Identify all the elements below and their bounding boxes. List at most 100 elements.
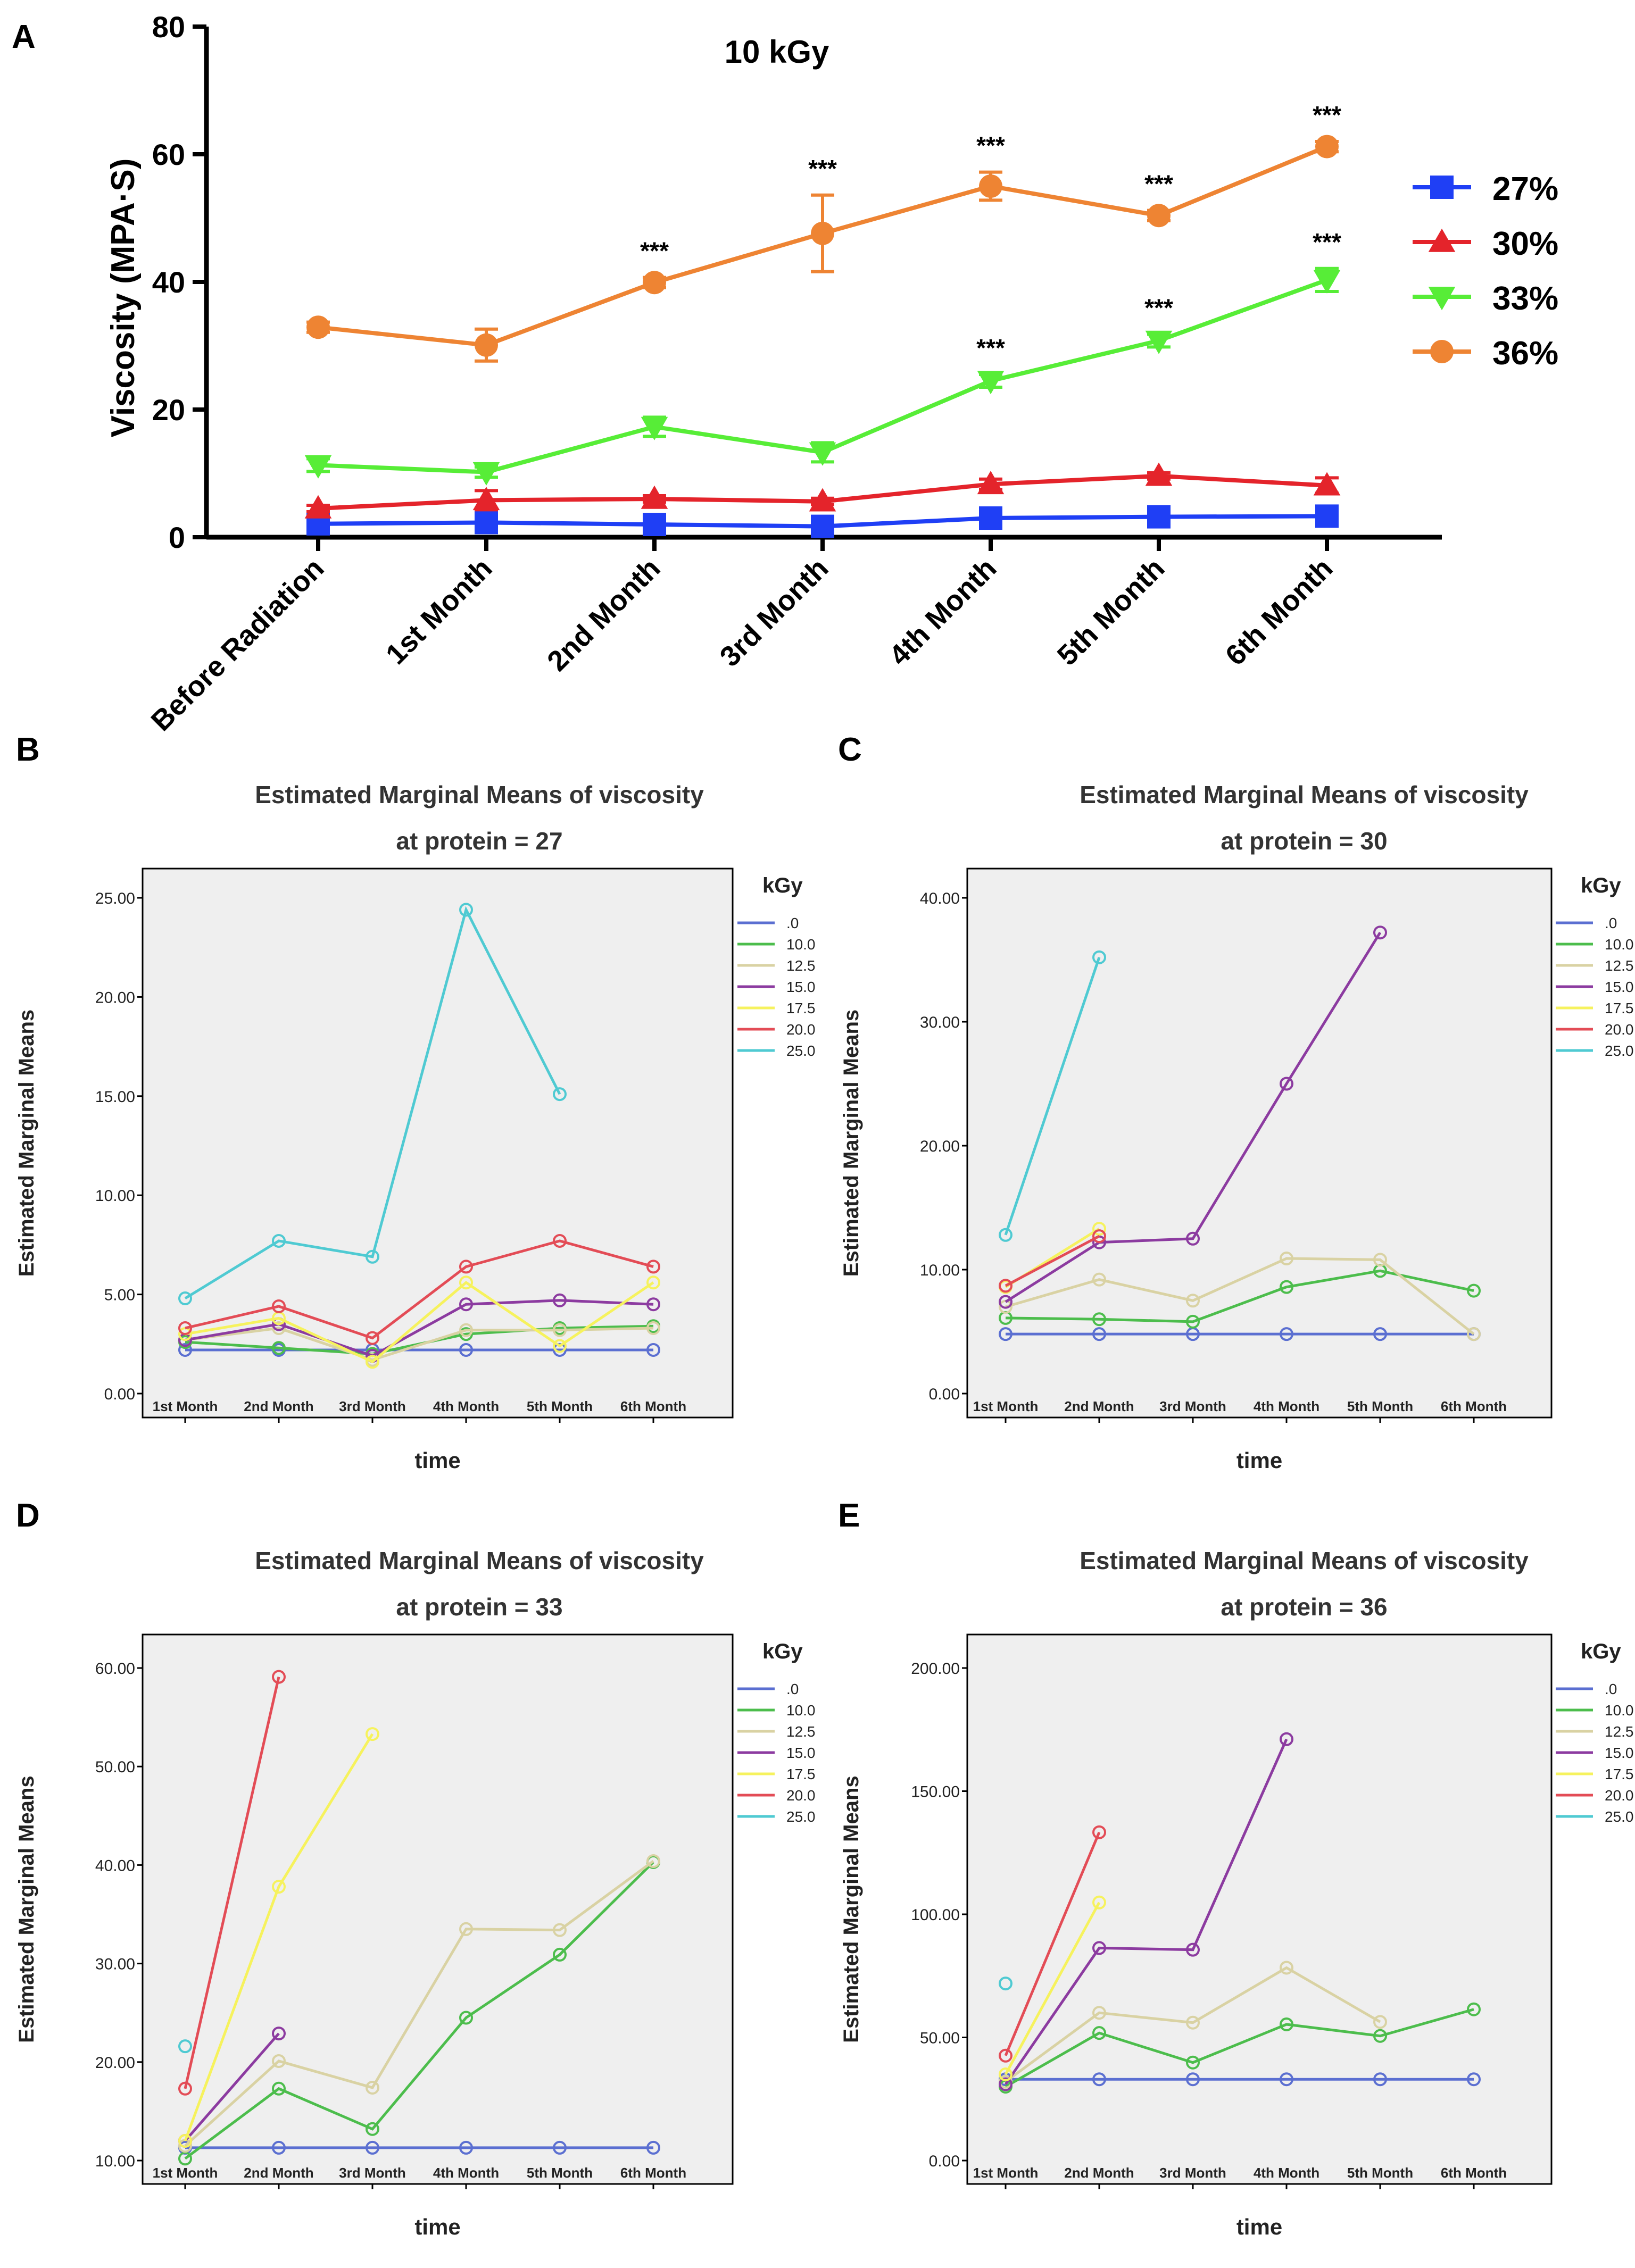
y-tick-label: 0.00 (929, 2153, 960, 2170)
series-kgy-17_5 (999, 1895, 1106, 2081)
series-line (184, 906, 561, 1300)
series-line (1005, 1966, 1381, 2083)
data-point (272, 1299, 286, 1313)
series-kgy-25_0 (178, 2039, 192, 2054)
plot-area (966, 868, 1553, 1419)
series-line (1004, 957, 1101, 1236)
data-point (272, 2027, 286, 2041)
data-point (1092, 1941, 1106, 1955)
x-tick-label: 3rd Month (339, 1398, 406, 1414)
data-point (1280, 1077, 1293, 1091)
legend: kGy .0 10.0 12.5 15.0 17.5 20.0 25.0 (1556, 874, 1634, 1059)
legend-label: 20.0 (786, 1787, 816, 1804)
legend-label: 17.5 (786, 1766, 816, 1782)
data-point (1467, 1327, 1481, 1341)
y-tick-label: 60 (152, 138, 185, 171)
significance-marker: *** (976, 132, 1005, 160)
data-point (979, 506, 1002, 530)
y-tick-label: 50.00 (95, 1758, 135, 1776)
series-line (1004, 1738, 1288, 2085)
series-kgy-12_5 (178, 1854, 660, 2153)
series-line (184, 1733, 374, 2141)
y-tick-label: 10.00 (95, 1187, 135, 1205)
data-point (178, 2081, 192, 2096)
legend-label: 10.0 (786, 936, 816, 953)
x-tick-label: 6th Month (620, 2165, 686, 2181)
data-point (1315, 504, 1339, 528)
data-point (366, 2140, 379, 2155)
data-point (643, 513, 666, 536)
x-tick-label: 4th Month (1254, 1398, 1319, 1414)
data-point (646, 1343, 660, 1357)
data-point (999, 1977, 1012, 1991)
data-point (1147, 204, 1171, 228)
x-axis-label: time (414, 2214, 460, 2239)
y-tick-label: 5.00 (104, 1287, 135, 1304)
data-point (1186, 2072, 1200, 2087)
legend-title: kGy (762, 874, 803, 897)
data-point (646, 1321, 660, 1335)
legend-label: 12.5 (786, 1723, 816, 1740)
series-kgy-20_0 (178, 1670, 286, 2096)
data-point (1092, 1272, 1106, 1287)
series-kgy-20_0 (999, 1825, 1106, 2063)
data-point (459, 1343, 473, 1357)
panel-a-chart: A 10 kGy 0 20 40 60 80 Viscosity (MPA·S) Before … (12, 10, 1558, 737)
y-axis-label: Estimated Marginal Means (840, 1010, 863, 1277)
panel-e-chart: E Estimated Marginal Means of viscosity at… (838, 1497, 1634, 2239)
legend-label: 15.0 (1605, 979, 1634, 995)
data-point (1280, 2072, 1293, 2087)
x-tick-label: 1st Month (973, 1398, 1039, 1414)
data-point (553, 1339, 567, 1353)
legend-label: 20.0 (1605, 1787, 1634, 1804)
series-line (184, 1860, 654, 2147)
data-point (459, 1922, 473, 1936)
series-line (185, 1327, 654, 1362)
data-point (178, 2152, 192, 2166)
panel-d-chart: D Estimated Marginal Means of viscosity at… (15, 1497, 816, 2239)
significance-marker: *** (808, 155, 837, 182)
data-point (459, 1260, 473, 1274)
series-line (184, 2032, 280, 2142)
chart-title: Estimated Marginal Means of viscosity (1080, 781, 1529, 808)
significance-marker: *** (1313, 228, 1341, 256)
series-line (1005, 931, 1382, 1303)
data-point (1313, 472, 1341, 496)
data-point (999, 2067, 1012, 2081)
legend: kGy .0 10.0 12.5 15.0 17.5 20.0 25.0 (737, 1640, 816, 1825)
data-point (459, 2140, 473, 2155)
y-tick-label: 40.00 (920, 890, 960, 907)
legend-label: .0 (786, 1681, 799, 1697)
series-line (1005, 1257, 1475, 1336)
x-tick-label: 1st Month (153, 1398, 218, 1414)
data-point (646, 1260, 660, 1274)
series-kgy-17_5 (178, 1727, 379, 2148)
data-point (553, 1087, 567, 1102)
y-tick-label: 0 (169, 521, 185, 554)
legend-label: 25.0 (1605, 1043, 1634, 1059)
series-line (1005, 1269, 1474, 1323)
legend-label: 20.0 (1605, 1021, 1634, 1038)
x-tick-label: 2nd Month (244, 2165, 313, 2181)
y-tick-label: 20.00 (95, 989, 135, 1006)
x-tick-label: Before Radiation (145, 552, 330, 737)
x-tick-label: 3rd Month (714, 552, 835, 673)
significance-marker: *** (1144, 294, 1173, 321)
panel-label-d: D (16, 1497, 40, 1534)
data-point (1280, 1252, 1293, 1266)
data-point (641, 485, 668, 509)
data-point (553, 1923, 567, 1937)
legend-label: 10.0 (786, 1702, 816, 1719)
legend-label: 12.5 (1605, 957, 1634, 974)
data-point (1467, 2072, 1481, 2087)
series-line (1005, 1235, 1100, 1287)
data-point (646, 1275, 660, 1290)
y-tick-label: 50.00 (920, 2030, 960, 2047)
x-tick-label: 6th Month (1441, 1398, 1507, 1414)
legend-label: 15.0 (1605, 1745, 1634, 1761)
x-tick-label: 3rd Month (1159, 1398, 1226, 1414)
data-point (1467, 2002, 1481, 2016)
data-point (475, 333, 498, 357)
legend-label: 12.5 (1605, 1723, 1634, 1740)
data-point (809, 488, 836, 512)
